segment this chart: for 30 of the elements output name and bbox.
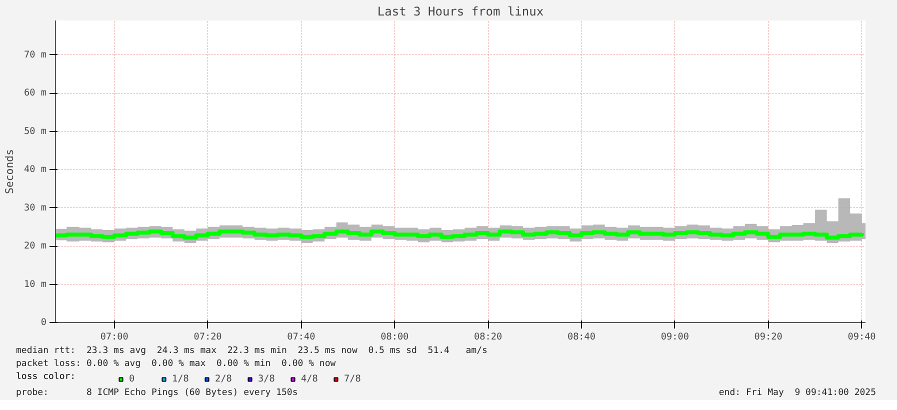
legend-label: 7/8 xyxy=(344,374,362,384)
chart-title: Last 3 Hours from linux xyxy=(377,4,544,18)
y-tick-label: 0 xyxy=(40,317,47,328)
x-tick-label: 08:20 xyxy=(474,332,502,342)
y-tick-label: 40 m xyxy=(24,164,47,176)
legend-label: 1/8 xyxy=(172,374,190,384)
legend-label: 3/8 xyxy=(258,374,276,384)
legend-label: 0 xyxy=(129,374,136,384)
x-tick-label: 09:20 xyxy=(754,332,783,342)
y-tick-label: 70 m xyxy=(24,49,47,60)
x-tick-label: 07:00 xyxy=(100,332,129,342)
y-tick-label: 50 m xyxy=(24,126,47,137)
x-tick-label: 08:00 xyxy=(380,332,410,342)
legend-label: 4/8 xyxy=(301,374,319,384)
x-tick-label: 07:20 xyxy=(194,332,222,342)
y-tick-label: 20 m xyxy=(24,240,47,252)
y-tick-label: 10 m xyxy=(24,278,47,290)
x-tick-label: 09:40 xyxy=(848,332,876,342)
text: end: Fri May 9 09:41:00 2025 xyxy=(718,387,876,400)
x-tick-label: 09:00 xyxy=(660,332,690,342)
x-tick-label: 08:40 xyxy=(567,332,596,342)
text: packet loss: 0.00 % avg 0.00 % max 0.00 % min 0.00 % now xyxy=(16,358,336,371)
y-tick-label: 30 m xyxy=(24,202,47,214)
y-axis-title: Seconds xyxy=(3,149,16,194)
legend-title: loss color: xyxy=(16,371,76,384)
y-tick-label: 60 m xyxy=(24,88,47,99)
x-tick-label: 07:40 xyxy=(287,332,316,342)
legend-label: 2/8 xyxy=(215,374,233,384)
text: probe: 8 ICMP Echo Pings (60 Bytes) every 150s xyxy=(16,387,298,400)
text: median rtt: 23.3 ms avg 24.3 ms max 22.3 ms min 23.5 ms now 0.5 ms sd 51.4 am/s xyxy=(16,345,488,358)
